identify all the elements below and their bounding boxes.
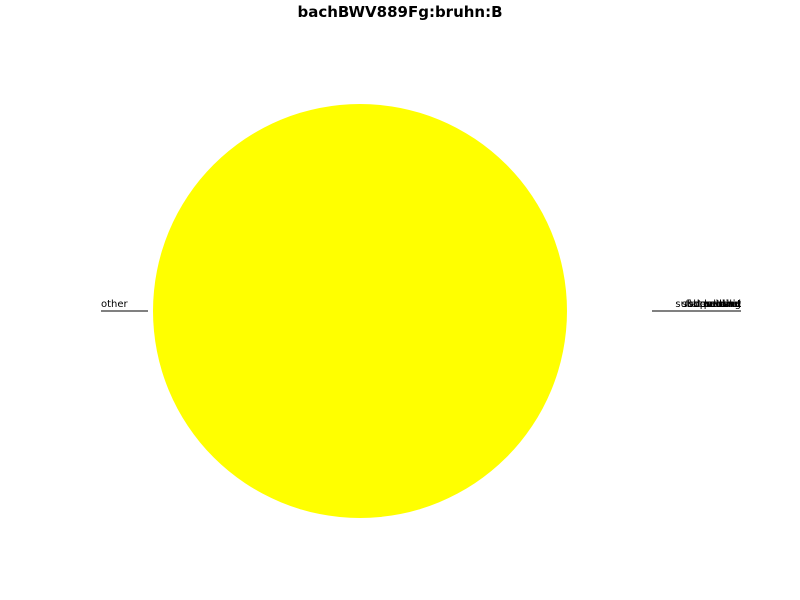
- slice-label-subdominant: subdominant: [675, 299, 741, 310]
- slice-label-other: other: [101, 299, 129, 310]
- slice-label-parallel: parallel: [704, 299, 741, 310]
- slice-label-submediant: submediant: [682, 299, 741, 310]
- chart-title: bachBWV889Fg:bruhn:B: [297, 3, 503, 21]
- slice-label-dominant: dominant: [693, 299, 741, 310]
- slice-label-mediant: mediant: [700, 299, 741, 310]
- slice-label-relative: relative: [703, 299, 741, 310]
- slice-label-tonic: tonic: [716, 299, 741, 310]
- slice-label-flat-second: flat-second: [685, 299, 741, 310]
- slice-label-supertonic: supertonic: [688, 299, 741, 310]
- pie-slice-other: [153, 104, 567, 518]
- slice-label-leading: leading: [704, 299, 741, 310]
